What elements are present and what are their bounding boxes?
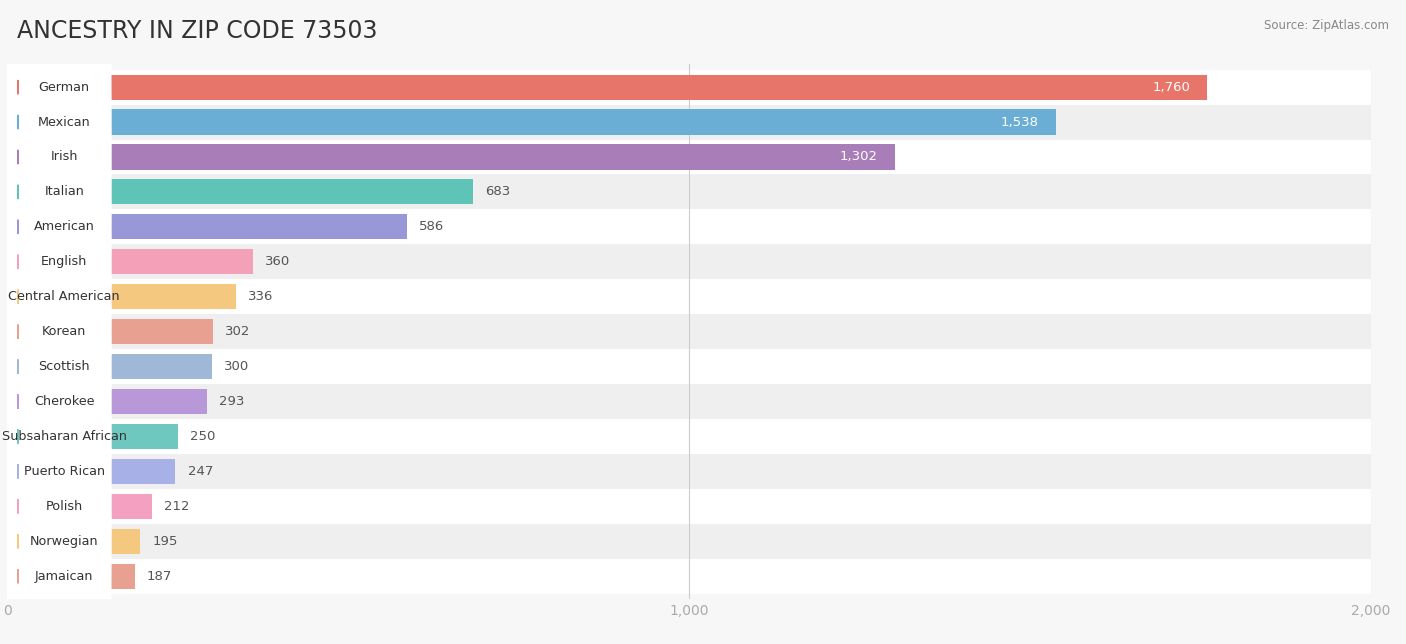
Bar [7, 214, 406, 240]
Text: 1,538: 1,538 [1001, 115, 1039, 129]
Text: ANCESTRY IN ZIP CODE 73503: ANCESTRY IN ZIP CODE 73503 [17, 19, 377, 43]
FancyBboxPatch shape [7, 218, 111, 446]
Text: 336: 336 [249, 290, 274, 303]
Text: 300: 300 [224, 360, 249, 373]
Text: Scottish: Scottish [38, 360, 90, 373]
Bar [7, 559, 1371, 594]
Text: 1,760: 1,760 [1153, 80, 1189, 93]
Bar [7, 354, 212, 379]
Text: Jamaican: Jamaican [35, 570, 94, 583]
Text: Polish: Polish [45, 500, 83, 513]
Bar [7, 319, 212, 345]
FancyBboxPatch shape [7, 427, 111, 644]
Bar [7, 75, 1208, 100]
Text: Source: ZipAtlas.com: Source: ZipAtlas.com [1264, 19, 1389, 32]
FancyBboxPatch shape [7, 462, 111, 644]
FancyBboxPatch shape [7, 357, 111, 585]
Bar [7, 524, 1371, 559]
Text: 1,302: 1,302 [839, 151, 877, 164]
Text: Norwegian: Norwegian [30, 535, 98, 548]
Text: Irish: Irish [51, 151, 79, 164]
Text: German: German [39, 80, 90, 93]
Bar [7, 104, 1371, 140]
FancyBboxPatch shape [7, 43, 111, 271]
Bar [7, 109, 1056, 135]
Text: Subsaharan African: Subsaharan African [1, 430, 127, 443]
Bar [7, 424, 177, 449]
FancyBboxPatch shape [7, 287, 111, 516]
Text: 195: 195 [152, 535, 177, 548]
Bar [7, 564, 135, 589]
FancyBboxPatch shape [7, 182, 111, 411]
Bar [7, 494, 152, 519]
Text: 212: 212 [165, 500, 190, 513]
Text: 360: 360 [264, 255, 290, 269]
Text: American: American [34, 220, 94, 233]
Bar [7, 459, 176, 484]
Bar [7, 489, 1371, 524]
Text: Italian: Italian [45, 185, 84, 198]
FancyBboxPatch shape [7, 147, 111, 376]
Bar [7, 249, 253, 274]
Bar [7, 454, 1371, 489]
Text: 302: 302 [225, 325, 250, 338]
Bar [7, 389, 207, 414]
Bar [7, 419, 1371, 454]
Text: Cherokee: Cherokee [34, 395, 94, 408]
Text: 247: 247 [188, 465, 214, 478]
Bar [7, 384, 1371, 419]
Bar [7, 179, 472, 205]
Bar [7, 314, 1371, 349]
Bar [7, 209, 1371, 244]
Bar [7, 349, 1371, 384]
Bar [7, 140, 1371, 175]
Bar [7, 70, 1371, 104]
FancyBboxPatch shape [7, 113, 111, 341]
Bar [7, 175, 1371, 209]
FancyBboxPatch shape [7, 252, 111, 481]
Bar [7, 529, 141, 554]
Bar [7, 279, 1371, 314]
FancyBboxPatch shape [7, 322, 111, 551]
FancyBboxPatch shape [7, 78, 111, 306]
Text: Korean: Korean [42, 325, 87, 338]
Text: English: English [41, 255, 87, 269]
FancyBboxPatch shape [7, 8, 111, 236]
Bar [7, 284, 236, 309]
Text: 683: 683 [485, 185, 510, 198]
Text: Puerto Rican: Puerto Rican [24, 465, 105, 478]
Text: 250: 250 [190, 430, 215, 443]
Text: Mexican: Mexican [38, 115, 90, 129]
Bar [7, 244, 1371, 279]
Text: 293: 293 [219, 395, 245, 408]
Text: 586: 586 [419, 220, 444, 233]
FancyBboxPatch shape [7, 0, 111, 202]
Text: Central American: Central American [8, 290, 120, 303]
FancyBboxPatch shape [7, 392, 111, 621]
Text: 187: 187 [146, 570, 172, 583]
Bar [7, 144, 894, 169]
